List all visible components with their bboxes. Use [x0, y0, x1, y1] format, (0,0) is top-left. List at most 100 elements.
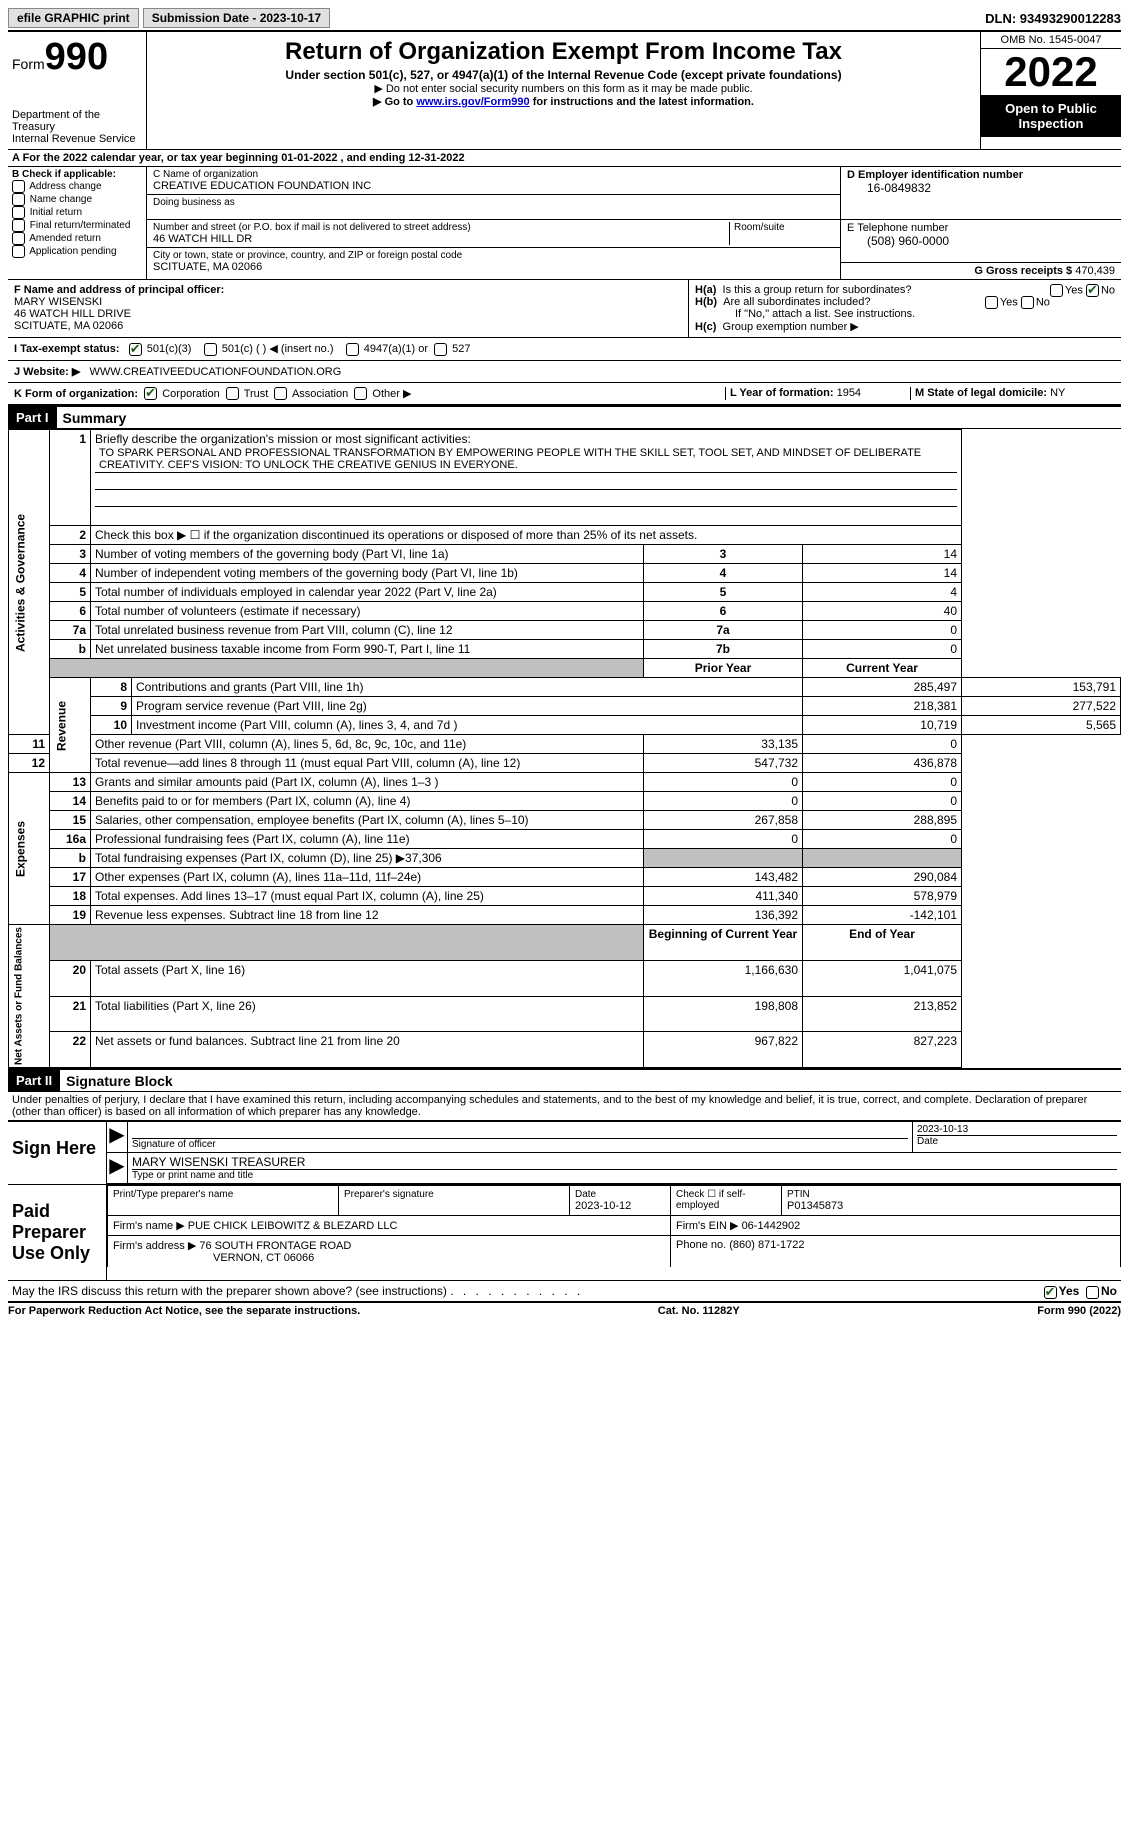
paperwork-notice: For Paperwork Reduction Act Notice, see … [8, 1305, 360, 1317]
check-applicable-label: B Check if applicable: [12, 169, 116, 180]
discontinued-check: Check this box ▶ ☐ if the organization d… [91, 526, 962, 545]
discuss-no-checkbox[interactable] [1086, 1286, 1099, 1299]
activities-label: Activities & Governance [9, 430, 50, 735]
expenses-label: Expenses [9, 773, 50, 925]
name-change-checkbox[interactable] [12, 193, 25, 206]
trust-checkbox[interactable] [226, 387, 239, 400]
ha-label: Is this a group return for subordinates? [723, 284, 912, 296]
527-checkbox[interactable] [434, 343, 447, 356]
dba-label: Doing business as [153, 197, 834, 208]
omb-number: OMB No. 1545-0047 [981, 32, 1121, 49]
net-assets-label: Net Assets or Fund Balances [9, 925, 50, 1068]
address-change-checkbox[interactable] [12, 180, 25, 193]
sig-name: MARY WISENSKI TREASURER [132, 1155, 1117, 1169]
city-state-zip: SCITUATE, MA 02066 [153, 261, 834, 273]
street-address: 46 WATCH HILL DR [153, 233, 729, 245]
4947-checkbox[interactable] [346, 343, 359, 356]
irs-label: Internal Revenue Service [12, 133, 142, 145]
hc-label: Group exemption number ▶ [723, 321, 859, 333]
website-value: WWW.CREATIVEEDUCATIONFOUNDATION.ORG [90, 366, 342, 378]
firm-ein: 06-1442902 [742, 1220, 801, 1232]
discuss-yes-checkbox[interactable] [1044, 1286, 1057, 1299]
application-pending-checkbox[interactable] [12, 245, 25, 258]
calendar-year-row: A For the 2022 calendar year, or tax yea… [8, 149, 1121, 166]
dept-label: Department of the Treasury [12, 109, 142, 133]
hb-note: If "No," attach a list. See instructions… [695, 308, 1115, 320]
org-name-label: C Name of organization [153, 169, 834, 180]
form-ref: Form 990 (2022) [1037, 1305, 1121, 1317]
sig-officer-label: Signature of officer [132, 1138, 908, 1150]
phone-value: (508) 960-0000 [847, 234, 1115, 248]
firm-city: VERNON, CT 06066 [113, 1252, 314, 1264]
gross-receipts-label: G Gross receipts $ [974, 265, 1072, 277]
efile-button[interactable]: efile GRAPHIC print [8, 8, 139, 28]
sign-here-label: Sign Here [8, 1122, 107, 1184]
city-label: City or town, state or province, country… [153, 250, 834, 261]
discuss-row: May the IRS discuss this return with the… [8, 1280, 1121, 1301]
form-org-row: K Form of organization: Corporation Trus… [8, 382, 1121, 406]
form-title: Return of Organization Exempt From Incom… [151, 38, 976, 66]
mission-question: Briefly describe the organization's miss… [95, 432, 471, 446]
ssn-note: ▶ Do not enter social security numbers o… [151, 82, 976, 95]
perjury-statement: Under penalties of perjury, I declare th… [8, 1092, 1121, 1120]
officer-addr1: 46 WATCH HILL DRIVE [14, 308, 131, 320]
cat-number: Cat. No. 11282Y [658, 1305, 740, 1317]
revenue-label: Revenue [50, 678, 91, 773]
goto-note: ▶ Go to www.irs.gov/Form990 for instruct… [151, 95, 976, 108]
501c-checkbox[interactable] [204, 343, 217, 356]
firm-name: PUE CHICK LEIBOWITZ & BLEZARD LLC [188, 1220, 398, 1232]
prep-date: 2023-10-12 [575, 1200, 631, 1212]
submission-date: Submission Date - 2023-10-17 [143, 8, 330, 28]
sig-date-label: Date [917, 1135, 1117, 1147]
form-number: Form990 [12, 36, 142, 79]
sign-here-block: Sign Here ▶ Signature of officer 2023-10… [8, 1120, 1121, 1184]
hb-yes-checkbox[interactable] [985, 296, 998, 309]
tax-year: 2022 [981, 49, 1121, 95]
irs-link[interactable]: www.irs.gov/Form990 [416, 96, 529, 108]
assoc-checkbox[interactable] [274, 387, 287, 400]
dln-number: DLN: 93493290012283 [985, 11, 1121, 26]
form-subtitle: Under section 501(c), 527, or 4947(a)(1)… [151, 68, 976, 82]
final-return-checkbox[interactable] [12, 219, 25, 232]
room-suite-label: Room/suite [734, 222, 834, 233]
ein-value: 16-0849832 [847, 181, 1115, 195]
sig-date: 2023-10-13 [917, 1124, 1117, 1135]
year-formation: 1954 [837, 387, 861, 399]
form-header: Form990 Department of the Treasury Inter… [8, 30, 1121, 149]
org-info-block: B Check if applicable: Address change Na… [8, 166, 1121, 279]
part2-header: Part II Signature Block [8, 1068, 1121, 1092]
top-bar: efile GRAPHIC print Submission Date - 20… [8, 8, 1121, 28]
self-employed-check[interactable]: Check ☐ if self-employed [671, 1186, 782, 1216]
tax-status-row: I Tax-exempt status: 501(c)(3) 501(c) ( … [8, 337, 1121, 360]
part1-header: Part I Summary [8, 405, 1121, 429]
paid-preparer-block: Paid Preparer Use Only Print/Type prepar… [8, 1184, 1121, 1280]
initial-return-checkbox[interactable] [12, 206, 25, 219]
ptin-value: P01345873 [787, 1200, 843, 1212]
amended-return-checkbox[interactable] [12, 232, 25, 245]
501c3-checkbox[interactable] [129, 343, 142, 356]
mission-text: TO SPARK PERSONAL AND PROFESSIONAL TRANS… [95, 446, 957, 473]
fundraising-expenses: Total fundraising expenses (Part IX, col… [91, 849, 644, 868]
ha-yes-checkbox[interactable] [1050, 284, 1063, 297]
ein-label: D Employer identification number [847, 169, 1023, 181]
firm-address: 76 SOUTH FRONTAGE ROAD [199, 1240, 351, 1252]
org-name: CREATIVE EDUCATION FOUNDATION INC [153, 180, 834, 192]
gross-receipts-value: 470,439 [1075, 265, 1115, 277]
state-domicile: NY [1050, 387, 1065, 399]
open-public-badge: Open to Public Inspection [981, 95, 1121, 137]
hb-label: Are all subordinates included? [723, 296, 870, 308]
officer-name: MARY WISENSKI [14, 296, 102, 308]
other-checkbox[interactable] [354, 387, 367, 400]
address-label: Number and street (or P.O. box if mail i… [153, 222, 729, 233]
corp-checkbox[interactable] [144, 387, 157, 400]
sig-name-label: Type or print name and title [132, 1169, 1117, 1181]
hb-no-checkbox[interactable] [1021, 296, 1034, 309]
website-row: J Website: ▶ WWW.CREATIVEEDUCATIONFOUNDA… [8, 360, 1121, 382]
firm-phone: (860) 871-1722 [729, 1239, 804, 1251]
summary-table: Activities & Governance 1 Briefly descri… [8, 429, 1121, 1068]
phone-label: E Telephone number [847, 222, 948, 234]
principal-officer-label: F Name and address of principal officer: [14, 284, 224, 296]
page-footer: For Paperwork Reduction Act Notice, see … [8, 1301, 1121, 1317]
paid-preparer-label: Paid Preparer Use Only [8, 1185, 107, 1280]
ha-no-checkbox[interactable] [1086, 284, 1099, 297]
